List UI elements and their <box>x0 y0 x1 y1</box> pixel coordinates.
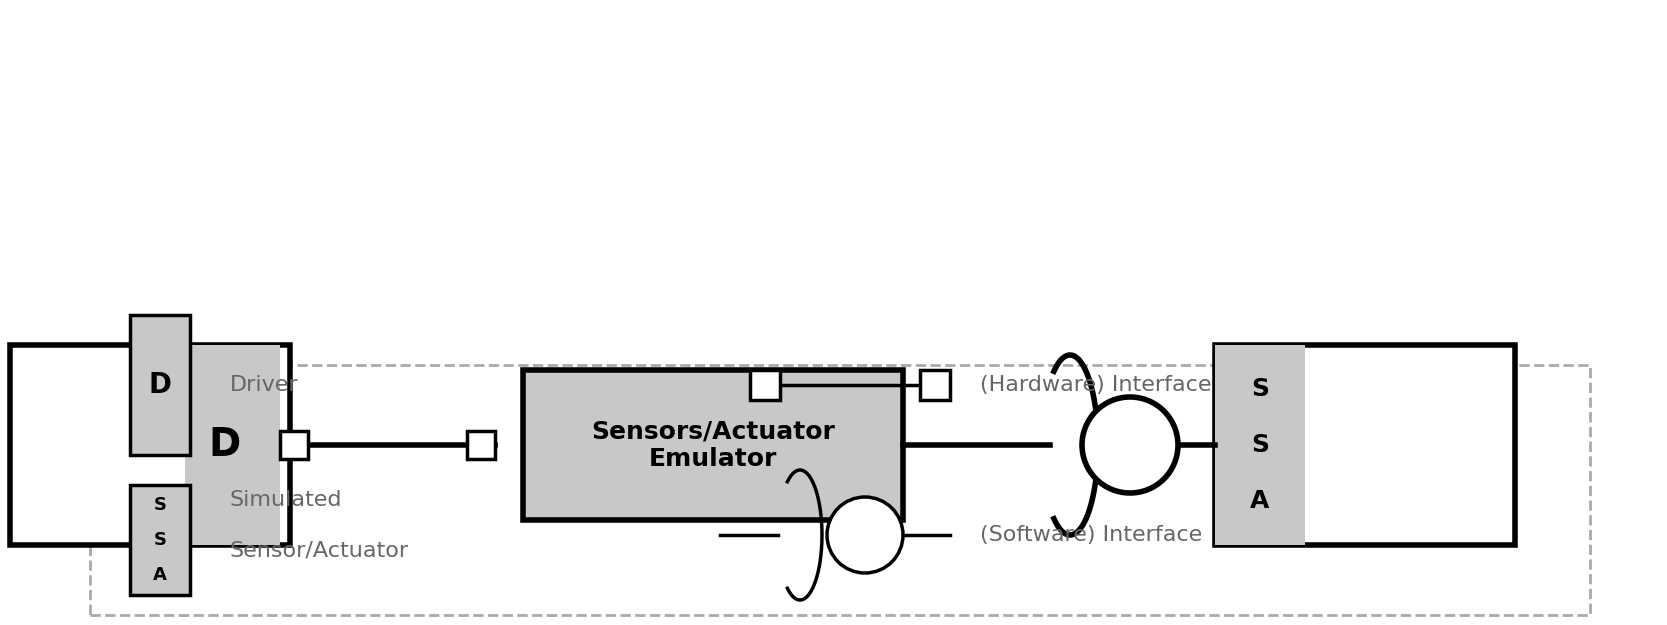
Bar <box>467 431 495 459</box>
Text: S: S <box>153 496 167 514</box>
Text: A: A <box>153 566 167 584</box>
Text: S: S <box>1250 433 1269 457</box>
Circle shape <box>827 497 904 573</box>
Text: Sensor/Actuator: Sensor/Actuator <box>230 540 408 560</box>
Bar <box>130 315 190 455</box>
Bar <box>920 370 950 400</box>
Bar <box>185 345 280 545</box>
Text: D: D <box>148 371 172 399</box>
Text: Sensors/Actuator
Emulator: Sensors/Actuator Emulator <box>592 419 835 471</box>
Text: D: D <box>208 426 242 464</box>
Bar <box>750 370 780 400</box>
Bar <box>90 365 1590 615</box>
Bar <box>10 345 290 545</box>
Text: Simulated: Simulated <box>230 490 342 510</box>
Text: Driver: Driver <box>230 375 298 395</box>
Text: (Software) Interface: (Software) Interface <box>980 525 1202 545</box>
Bar <box>280 431 308 459</box>
Bar <box>523 370 904 520</box>
Text: (Hardware) Interface: (Hardware) Interface <box>980 375 1212 395</box>
Text: S: S <box>1250 377 1269 401</box>
Circle shape <box>1082 397 1179 493</box>
Text: A: A <box>1250 489 1270 513</box>
Bar <box>1215 345 1305 545</box>
Bar <box>1215 345 1515 545</box>
Bar <box>130 485 190 595</box>
Text: S: S <box>153 531 167 549</box>
